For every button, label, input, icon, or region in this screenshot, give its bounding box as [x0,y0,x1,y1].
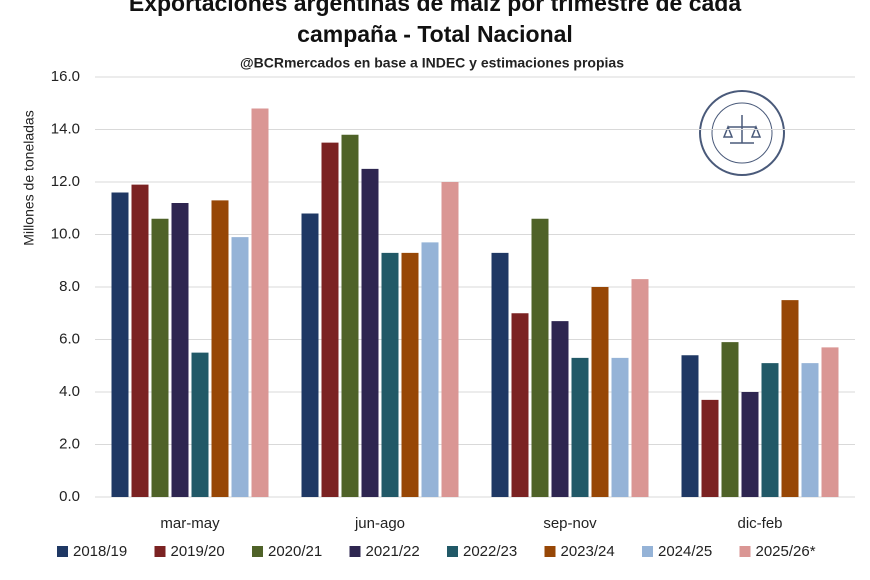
bar [551,321,569,497]
logo [699,90,785,176]
bar [231,237,249,497]
bar [741,392,759,497]
bar [511,313,529,497]
legend-label: 2024/25 [658,543,712,560]
legend-swatch [252,546,263,557]
x-tick-label: dic-feb [737,515,782,532]
bar [381,252,399,497]
bar [761,363,779,497]
legend-label: 2023/24 [561,543,615,560]
bar [611,357,629,497]
bar [421,242,439,497]
bar [591,287,609,497]
bar [721,342,739,497]
legend-swatch [349,546,361,557]
y-tick-label: 14.0 [51,120,80,137]
legend-label: 2025/26* [756,543,816,560]
y-tick-label: 0.0 [59,488,80,505]
y-tick-label: 2.0 [59,435,80,452]
y-tick-label: 16.0 [51,68,80,85]
bar [571,357,589,497]
bar [401,252,419,497]
subtitle: @BCRmercados en base a INDEC y estimacio… [240,55,624,71]
bar [191,352,209,497]
bar [251,108,269,497]
bar [131,184,149,497]
legend-label: 2019/20 [171,543,225,560]
bar [491,252,509,497]
bar [301,213,319,497]
bar [531,218,549,497]
bar [341,134,359,497]
legend-swatch [57,546,68,557]
y-tick-label: 8.0 [59,278,80,295]
legend-label: 2021/22 [366,543,420,560]
legend-label: 2022/23 [463,543,517,560]
bar [441,182,459,497]
legend-swatch [154,546,166,557]
bar [111,192,129,497]
y-tick-label: 10.0 [51,225,80,242]
legend-swatch [642,546,653,557]
legend-swatch [447,546,458,557]
legend-swatch [739,546,751,557]
y-axis-label: Millones de toneladas [21,110,37,245]
legend-label: 2018/19 [73,543,127,560]
bar [631,279,649,497]
bar [681,355,699,497]
bar [151,218,169,497]
bar [781,300,799,497]
bar [321,142,339,497]
legend-label: 2020/21 [268,543,322,560]
bar [361,168,379,497]
y-tick-label: 4.0 [59,383,80,400]
bar [211,200,229,497]
y-tick-label: 6.0 [59,330,80,347]
x-tick-label: jun-ago [354,515,405,532]
bar [821,347,839,497]
legend-swatch [544,546,556,557]
x-tick-label: sep-nov [543,515,597,532]
bar [801,363,819,497]
bar [701,399,719,497]
x-tick-label: mar-may [160,515,220,532]
chart-title: Exportaciones argentinas de maíz por tri… [128,0,742,47]
bar [171,203,189,497]
y-tick-label: 12.0 [51,173,80,190]
